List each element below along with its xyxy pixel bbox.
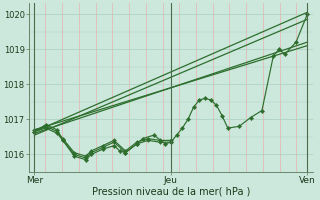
X-axis label: Pression niveau de la mer( hPa ): Pression niveau de la mer( hPa ) bbox=[92, 187, 250, 197]
